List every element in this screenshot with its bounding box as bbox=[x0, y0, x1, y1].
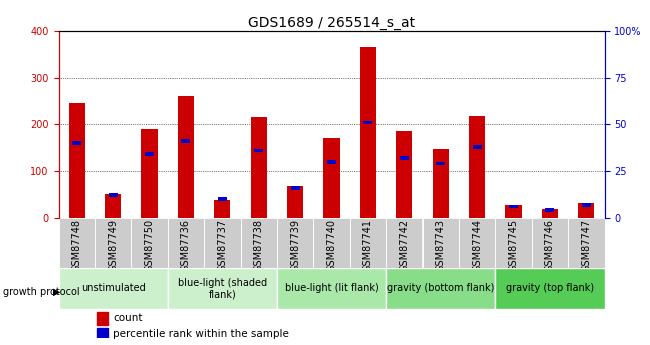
Bar bbox=[287, 186, 304, 218]
Bar bbox=[141, 129, 158, 218]
Text: GSM87738: GSM87738 bbox=[254, 219, 264, 272]
Text: growth protocol: growth protocol bbox=[3, 287, 80, 296]
Bar bbox=[545, 208, 554, 212]
Bar bbox=[240, 218, 277, 268]
Bar bbox=[168, 268, 277, 309]
Text: GSM87744: GSM87744 bbox=[472, 219, 482, 272]
Bar bbox=[509, 205, 518, 208]
Bar bbox=[177, 96, 194, 218]
Bar bbox=[97, 312, 108, 325]
Text: GSM87737: GSM87737 bbox=[217, 219, 228, 273]
Bar bbox=[291, 186, 300, 190]
Text: count: count bbox=[113, 313, 142, 323]
Bar bbox=[386, 268, 495, 309]
Bar bbox=[541, 209, 558, 218]
Bar bbox=[68, 104, 85, 218]
Bar bbox=[72, 141, 81, 145]
Text: GSM87749: GSM87749 bbox=[108, 219, 118, 272]
Bar bbox=[168, 218, 204, 268]
Text: percentile rank within the sample: percentile rank within the sample bbox=[113, 329, 289, 339]
Text: GSM87736: GSM87736 bbox=[181, 219, 191, 272]
Bar bbox=[218, 197, 227, 201]
Bar bbox=[363, 121, 372, 125]
Text: GSM87748: GSM87748 bbox=[72, 219, 82, 272]
Bar bbox=[432, 149, 449, 218]
Text: blue-light (shaded
flank): blue-light (shaded flank) bbox=[177, 277, 267, 299]
Bar bbox=[386, 218, 422, 268]
Bar bbox=[422, 218, 459, 268]
Bar bbox=[532, 218, 568, 268]
Text: gravity (bottom flank): gravity (bottom flank) bbox=[387, 283, 495, 293]
Bar bbox=[277, 268, 386, 309]
Bar bbox=[359, 47, 376, 218]
Bar bbox=[495, 268, 604, 309]
Bar bbox=[254, 149, 263, 152]
Text: ▶: ▶ bbox=[53, 287, 61, 296]
Text: GSM87739: GSM87739 bbox=[290, 219, 300, 272]
Bar bbox=[105, 195, 122, 218]
Text: GSM87745: GSM87745 bbox=[508, 219, 519, 273]
Bar bbox=[459, 218, 495, 268]
Text: gravity (top flank): gravity (top flank) bbox=[506, 283, 594, 293]
Bar bbox=[400, 156, 409, 160]
Text: GSM87742: GSM87742 bbox=[399, 219, 410, 273]
Text: blue-light (lit flank): blue-light (lit flank) bbox=[285, 283, 378, 293]
Text: GSM87746: GSM87746 bbox=[545, 219, 555, 272]
Bar bbox=[95, 218, 131, 268]
Bar bbox=[214, 200, 231, 218]
Bar bbox=[473, 145, 482, 149]
Bar bbox=[58, 268, 168, 309]
Bar bbox=[469, 116, 486, 218]
Bar bbox=[97, 328, 108, 338]
Bar bbox=[323, 138, 340, 218]
Bar bbox=[568, 218, 604, 268]
Bar bbox=[495, 218, 532, 268]
Bar bbox=[131, 218, 168, 268]
Title: GDS1689 / 265514_s_at: GDS1689 / 265514_s_at bbox=[248, 16, 415, 30]
Bar bbox=[250, 117, 267, 218]
Bar bbox=[181, 139, 190, 143]
Text: GSM87750: GSM87750 bbox=[144, 219, 155, 273]
Bar bbox=[145, 152, 154, 156]
Text: GSM87740: GSM87740 bbox=[326, 219, 337, 272]
Bar bbox=[58, 218, 95, 268]
Bar bbox=[582, 203, 591, 207]
Bar bbox=[436, 162, 445, 166]
Text: GSM87743: GSM87743 bbox=[436, 219, 446, 272]
Bar bbox=[204, 218, 240, 268]
Bar bbox=[505, 205, 522, 218]
Text: GSM87747: GSM87747 bbox=[581, 219, 592, 273]
Bar bbox=[277, 218, 313, 268]
Bar bbox=[578, 203, 595, 218]
Bar bbox=[327, 160, 336, 164]
Bar bbox=[396, 131, 413, 218]
Bar bbox=[109, 194, 118, 197]
Bar bbox=[350, 218, 386, 268]
Bar bbox=[313, 218, 350, 268]
Text: unstimulated: unstimulated bbox=[81, 283, 146, 293]
Text: GSM87741: GSM87741 bbox=[363, 219, 373, 272]
